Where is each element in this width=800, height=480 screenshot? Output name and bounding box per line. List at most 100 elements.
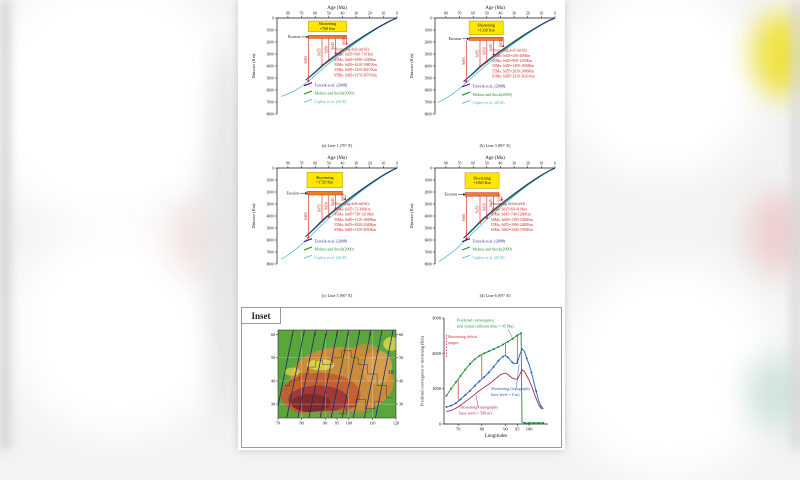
sd-endpoint: [465, 237, 468, 240]
distance-tick-label: 2000: [425, 190, 432, 194]
country-border: [339, 399, 382, 414]
marker: [497, 346, 500, 348]
sd-endpoint: [500, 198, 503, 201]
age-tick-label: 30: [354, 11, 358, 15]
panel-caption: (d) Line 6 (95° E): [480, 293, 511, 298]
line: [475, 394, 479, 408]
erosion-arrow-icon: [467, 37, 470, 41]
age-tick-label: 10: [381, 11, 385, 15]
age-tick-label: 40: [499, 11, 503, 15]
age-tick-label: 50: [485, 11, 489, 15]
map-line-number: 8: [369, 332, 372, 337]
distance-tick-label: 1000: [425, 178, 432, 182]
map-y-tick: 30: [271, 402, 275, 407]
sd-endpoint: [344, 198, 347, 201]
conv-y-tick: 3000: [432, 316, 442, 321]
marker: [506, 356, 510, 359]
distance-tick-label: 0: [272, 166, 274, 170]
deficit-line: 35Ma: Sd35=72-390Km: [334, 207, 370, 211]
age-tick-label: 0: [554, 161, 556, 165]
distance-axis-title: Distance (Km): [251, 53, 256, 78]
marker: [534, 389, 538, 393]
map-x-tick: 70: [276, 421, 280, 426]
marker: [464, 368, 467, 371]
erosion-arrow-icon: [305, 192, 308, 195]
erosion-bar: [308, 35, 347, 39]
conv-x-tick: 95: [515, 427, 520, 432]
age-axis-title: Age (Ma): [485, 156, 505, 161]
panel-a-chart: Age (Ma)80 70 60 50 40 30 20 10 0010002000300040…: [251, 6, 398, 148]
sd-label: Sd50: [324, 45, 328, 53]
distance-tick-label: 6000: [425, 238, 432, 242]
age-tick-label: 30: [512, 11, 516, 15]
sd-label: Sd50: [482, 203, 486, 211]
distance-tick-label: 2000: [425, 40, 432, 44]
blur-blob: [0, 0, 240, 230]
distance-tick-label: 1000: [267, 178, 274, 182]
marker: [478, 354, 481, 357]
conv-x-tick: 70: [456, 427, 461, 432]
age-tick-label: 20: [368, 161, 372, 165]
deficit-line: 45Ma: Sd45=740-1260Km: [491, 213, 531, 217]
line: [515, 363, 520, 389]
line: [303, 98, 313, 103]
marker: [468, 389, 472, 392]
distance-axis-title: Distance (Km): [409, 53, 414, 78]
sd-endpoint: [327, 59, 330, 62]
distance-tick-label: 7000: [425, 100, 432, 104]
shortening-box-label: Shortening: [473, 175, 491, 180]
marker: [478, 380, 481, 383]
sd-endpoint: [479, 221, 481, 224]
shortening-box-value: =1720 Km: [316, 180, 334, 185]
sd-endpoint: [492, 53, 495, 56]
deficit-line: Shortening deficits(Sd) :: [491, 202, 527, 206]
map-line-number: 1: [292, 332, 294, 337]
distance-tick-label: 3000: [425, 202, 432, 206]
age-tick-label: 30: [512, 161, 516, 165]
conv-x-axis-title: Longitudes: [485, 434, 508, 439]
age-tick-label: 60: [313, 11, 317, 15]
distance-tick-label: 5000: [425, 226, 432, 230]
marker: [530, 371, 533, 374]
deficit-line: 35Ma: Sd35=250-480Km: [492, 54, 530, 58]
sd-label: Sd65: [304, 212, 308, 220]
line: [319, 330, 339, 418]
marker: [483, 352, 486, 355]
sd-label: Sd65: [462, 57, 466, 65]
deficit-line: Shortening deficits(Sd) :: [334, 47, 370, 51]
panel-caption: (a) Line 1 (70° E): [322, 143, 353, 148]
marker: [506, 340, 509, 343]
distance-tick-label: 8000: [267, 112, 274, 116]
sd-endpoint: [502, 45, 505, 48]
conv-x-tick: 80: [480, 427, 485, 432]
marker: [482, 375, 486, 379]
terrain-patch: [306, 359, 335, 371]
sd-endpoint: [307, 236, 310, 239]
sd-label: Sd35: [497, 194, 501, 202]
sd-label: Sd35: [342, 37, 346, 45]
distance-tick-label: 3000: [267, 202, 274, 206]
sd-label: Sd65: [462, 213, 466, 221]
panel-c-chart: Age (Ma)80 70 60 50 40 30 20 10 0010002000300040…: [251, 156, 398, 298]
sd-endpoint: [321, 64, 323, 67]
distance-tick-label: 0: [430, 166, 432, 170]
legend-label: Molnar and Stock(2009): [473, 247, 513, 252]
map-x-tick: 90: [323, 421, 327, 426]
age-tick-label: 60: [471, 11, 475, 15]
blur-blob: [745, 355, 800, 430]
line: [303, 90, 313, 95]
shortening-box: [306, 171, 343, 189]
marker: [459, 398, 462, 401]
distance-tick-label: 2000: [267, 190, 274, 194]
marker: [492, 348, 495, 350]
marker: [450, 387, 452, 390]
blur-blob: [560, 0, 760, 180]
sd-endpoint: [485, 60, 488, 63]
legend-label: Torsvik et al. (2008): [473, 238, 506, 243]
age-tick-label: 50: [327, 161, 331, 165]
erosion-label: Erosion: [445, 192, 457, 197]
sd-label: Sd55: [476, 205, 480, 213]
sd-endpoint: [465, 80, 468, 83]
age-tick-label: 0: [396, 161, 398, 165]
shortening-box-label: Shortening: [319, 21, 337, 26]
